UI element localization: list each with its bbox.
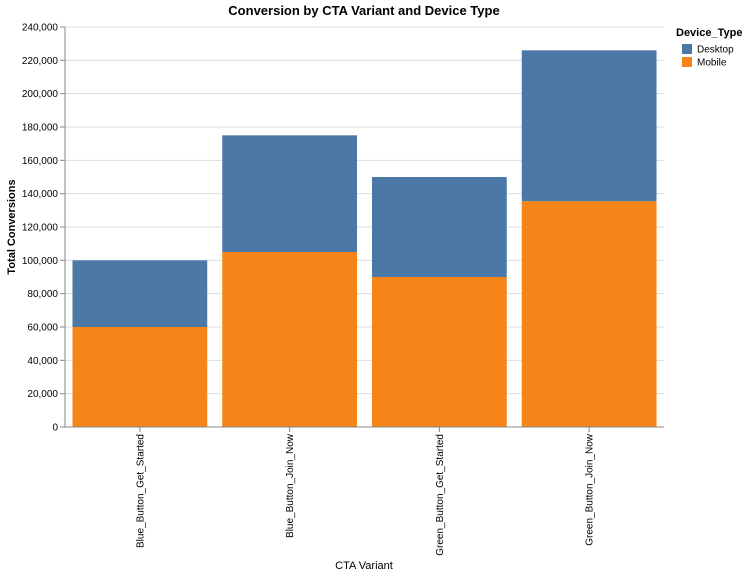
y-tick-label: 20,000 [27,389,58,400]
bar-desktop-2 [222,135,358,252]
bars [72,50,657,427]
y-tick-label: 40,000 [27,356,58,367]
legend-title: Device_Type [676,27,742,39]
bar-mobile-2 [222,252,358,427]
bar-desktop-4 [521,50,657,202]
x-tick-label: Blue_Button_Join_Now [285,433,296,538]
y-tick-label: 180,000 [22,123,59,134]
bar-desktop-1 [72,260,208,327]
y-tick-label: 240,000 [22,23,59,34]
y-tick-label: 220,000 [22,56,59,67]
legend-label-mobile: Mobile [697,58,727,69]
legend-swatch-desktop [682,44,692,54]
x-tick-label: Green_Button_Get_Started [435,434,446,556]
y-tick-label: 0 [52,423,58,434]
y-tick-label: 200,000 [22,89,59,100]
legend-swatch-mobile [682,57,692,67]
bar-desktop-3 [371,177,507,277]
y-tick-label: 160,000 [22,156,59,167]
x-tick-label: Green_Button_Join_Now [585,433,596,546]
y-tick-label: 60,000 [27,323,58,334]
y-tick-label: 120,000 [22,223,59,234]
legend-label-desktop: Desktop [697,45,734,56]
y-tick-label: 140,000 [22,189,59,200]
bar-mobile-1 [72,327,208,427]
x-tick-label: Blue_Button_Get_Started [135,434,146,548]
bar-mobile-3 [371,277,507,427]
y-axis-title: Total Conversions [6,179,18,274]
axes: 0 20,000 40,000 60,000 80,000 100,000 120,000 1… [22,23,664,556]
bar-mobile-4 [521,201,657,427]
x-axis-title: CTA Variant [335,560,393,572]
y-tick-label: 80,000 [27,289,58,300]
y-tick-label: 100,000 [22,256,59,267]
legend: Device_Type Desktop Mobile [676,27,742,69]
chart-title: Conversion by CTA Variant and Device Typ… [228,3,499,18]
